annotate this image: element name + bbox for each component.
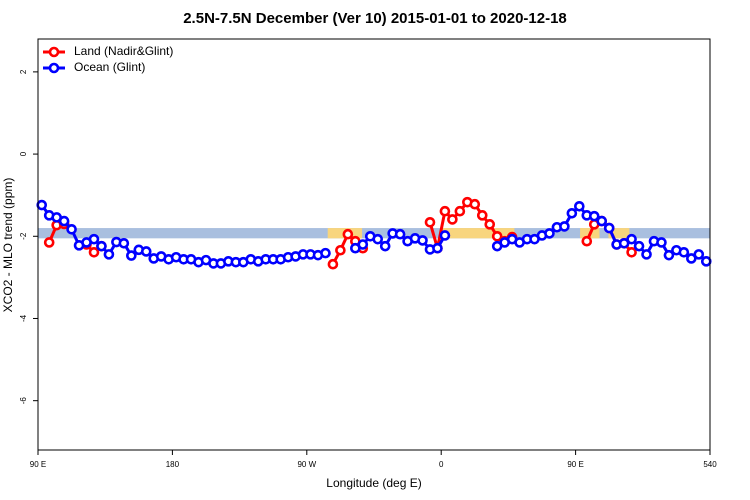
legend-marker [48, 62, 60, 74]
data-point [88, 247, 100, 258]
data-point [36, 199, 48, 211]
data-point [678, 247, 690, 258]
data-point [588, 210, 600, 222]
data-point [581, 235, 593, 247]
data-point [656, 237, 667, 248]
data-point [544, 228, 555, 239]
data-point [469, 198, 481, 210]
data-point [454, 205, 466, 217]
data-point [126, 250, 137, 261]
data-point [447, 214, 458, 225]
data-point [335, 244, 346, 256]
legend-label: Land (Nadir&Glint) [74, 44, 173, 58]
data-point [566, 207, 578, 219]
x-tick-label: 90 W [297, 460, 316, 469]
data-point [663, 249, 675, 261]
data-point [320, 247, 331, 259]
data-point [103, 249, 115, 260]
x-tick-label: 90 E [30, 460, 46, 469]
data-point [603, 222, 615, 234]
highlight-region [608, 228, 630, 239]
data-point [626, 247, 637, 258]
legend-marker [48, 46, 60, 58]
data-point [88, 233, 100, 245]
data-point [66, 223, 77, 235]
legend-label: Ocean (Glint) [74, 60, 145, 74]
data-point [432, 242, 443, 254]
data-point [379, 240, 391, 252]
data-point [43, 237, 55, 248]
plot-frame [37, 38, 711, 451]
x-tick-label: 90 E [567, 460, 583, 469]
data-point [96, 240, 107, 252]
x-tick-label: 180 [166, 460, 180, 469]
data-point [626, 233, 637, 245]
data-point [641, 249, 652, 260]
data-point [686, 253, 697, 264]
data-point [439, 230, 451, 241]
y-tick-label: 0 [19, 151, 28, 156]
data-point [559, 221, 570, 232]
y-tick-label: -2 [19, 232, 28, 240]
data-point [327, 258, 339, 270]
x-axis-label: Longitude (deg E) [326, 476, 421, 490]
data-point [372, 233, 384, 245]
x-tick-label: 0 [439, 460, 444, 469]
data-point [342, 228, 354, 240]
data-point [618, 237, 630, 249]
data-point [633, 240, 645, 252]
data-point [693, 249, 705, 260]
y-axis-label: XCO2 - MLO trend (ppm) [1, 178, 15, 313]
data-point [58, 215, 70, 227]
data-point [700, 256, 712, 267]
data-point [491, 230, 503, 242]
data-point [140, 246, 152, 257]
data-point [118, 237, 130, 249]
data-point [394, 228, 406, 240]
highlight-region [441, 228, 515, 239]
data-point [417, 235, 428, 246]
data-point [484, 219, 496, 230]
data-point [596, 215, 608, 227]
data-point [574, 200, 585, 212]
data-point [476, 210, 488, 221]
x-tick-label: 540 [703, 460, 717, 469]
data-point [424, 217, 436, 228]
y-tick-label: -4 [19, 314, 28, 322]
chart-title: 2.5N-7.5N December (Ver 10) 2015-01-01 t… [183, 10, 567, 27]
data-point [357, 239, 369, 250]
y-tick-label: 2 [19, 69, 28, 74]
y-tick-label: -6 [19, 397, 28, 405]
data-point [439, 205, 451, 217]
